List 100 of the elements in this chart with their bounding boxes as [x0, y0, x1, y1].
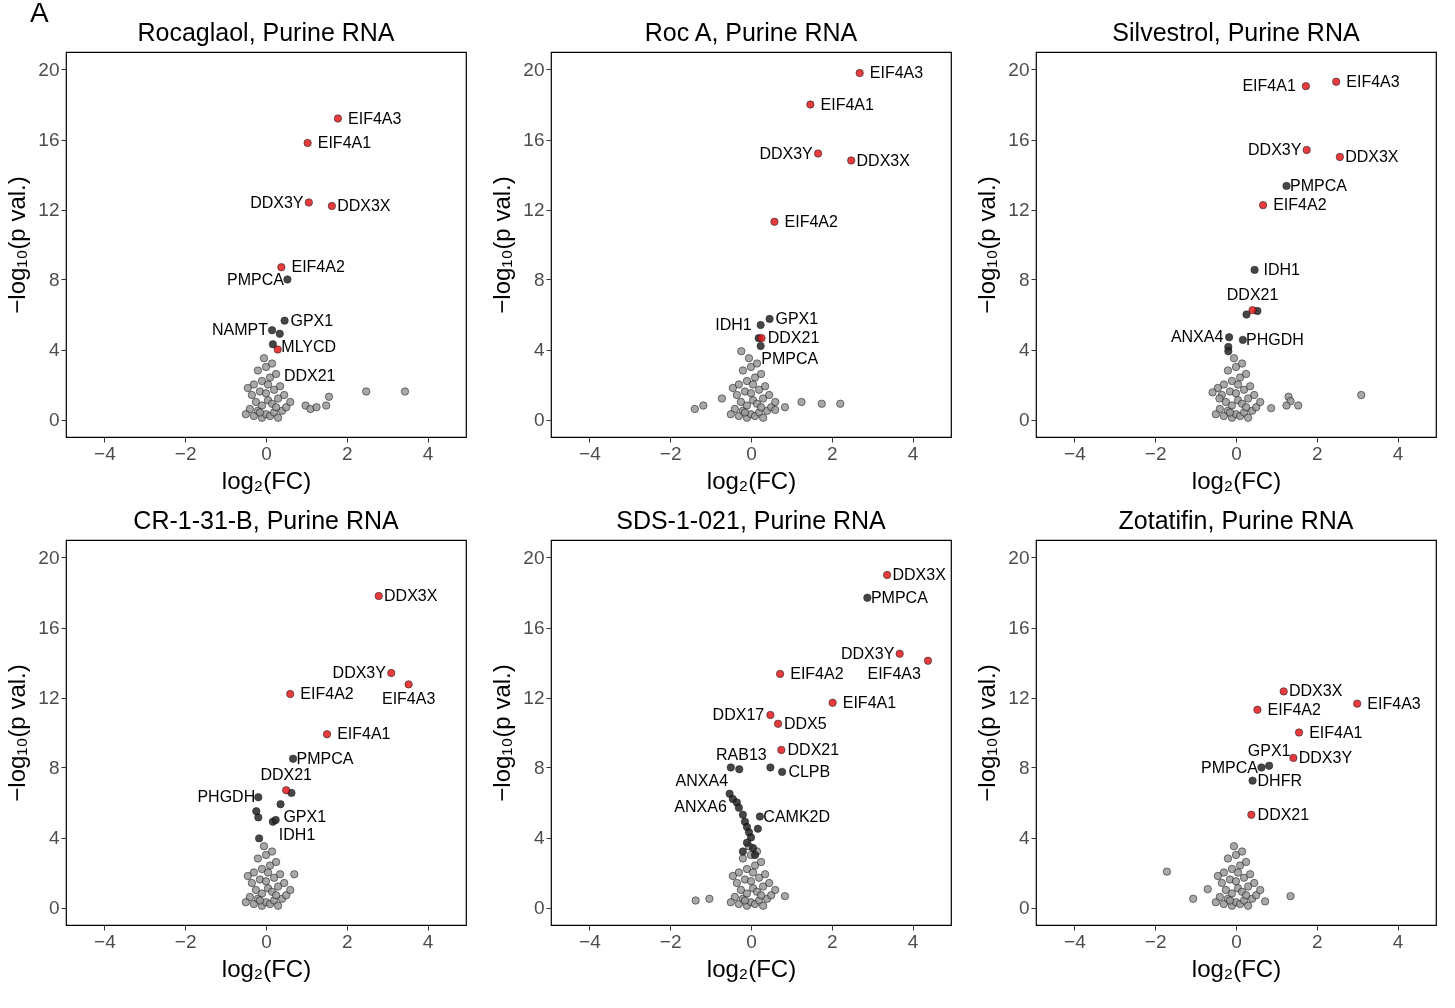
annotation: DDX3Y	[1248, 141, 1302, 158]
y-axis-title: −log₁₀(p val.)	[973, 176, 1001, 314]
x-tick-label: 0	[746, 442, 757, 464]
annotation: GPX1	[290, 311, 334, 329]
x-axis-title: log₂(FC)	[221, 954, 312, 982]
x-tick-label: −2	[1144, 930, 1167, 952]
x-tick-label: 0	[261, 930, 272, 952]
y-tick-label: 20	[1008, 547, 1030, 568]
annotation: ANXA4	[1170, 328, 1224, 346]
y-tick-label: 0	[1018, 897, 1030, 918]
y-tick-label: 12	[1008, 199, 1030, 220]
annotation: ANXA6	[674, 797, 727, 815]
x-tick-label: −2	[1144, 442, 1167, 464]
annotation: EIF4A2	[784, 212, 839, 230]
x-axis-title: log₂(FC)	[221, 466, 312, 494]
x-tick-label: 0	[261, 442, 272, 464]
annotation: EIF4A1	[337, 725, 391, 743]
annotation: PHGDH	[197, 788, 256, 806]
annotation: DHFR	[1257, 771, 1302, 789]
y-tick-label: 0	[533, 897, 545, 918]
x-tick-label: 2	[827, 442, 838, 464]
x-tick-label: −4	[94, 442, 117, 464]
y-tick-label: 20	[38, 547, 60, 568]
chart-title: CR-1-31-B, Purine RNA	[133, 506, 399, 534]
y-tick-label: 8	[533, 269, 545, 290]
y-tick-label: 20	[523, 59, 545, 80]
y-axis-title: −log₁₀(p val.)	[488, 176, 516, 314]
annotation: EIF4A3	[381, 690, 436, 708]
y-tick-label: 4	[1018, 827, 1030, 848]
y-tick-label: 12	[1008, 687, 1030, 708]
x-tick-label: 4	[907, 930, 919, 952]
x-tick-label: 2	[827, 930, 838, 952]
annotation: GPX1	[1247, 741, 1291, 759]
y-axis-title: −log₁₀(p val.)	[3, 664, 31, 802]
annotation: EIF4A1	[1309, 723, 1363, 741]
x-tick-label: 0	[1231, 930, 1242, 952]
annotation: DDX3Y	[250, 193, 304, 211]
annotation: GPX1	[283, 808, 327, 826]
y-tick-label: 20	[38, 59, 60, 80]
x-tick-label: 2	[342, 930, 353, 952]
chart-title: Roc A, Purine RNA	[644, 18, 858, 46]
annotation: DDX5	[783, 714, 827, 732]
y-axis-title: −log₁₀(p val.)	[973, 664, 1001, 802]
annotation: NAMPT	[212, 321, 269, 339]
text: A	[30, 0, 49, 28]
annotation: CLPB	[788, 762, 831, 780]
y-tick-label: 0	[533, 409, 545, 430]
annotation: EIF4A3	[867, 664, 921, 682]
y-tick-label: 4	[48, 827, 60, 848]
y-tick-label: 8	[533, 757, 545, 778]
y-tick-label: 20	[1008, 59, 1030, 80]
x-tick-label: 2	[342, 442, 353, 464]
y-tick-label: 16	[38, 617, 60, 638]
x-tick-label: −4	[579, 930, 602, 952]
x-tick-label: 4	[1392, 442, 1404, 464]
annotation: DDX3X	[1345, 148, 1399, 165]
annotation: EIF4A2	[300, 685, 354, 702]
x-tick-label: −2	[174, 930, 197, 952]
annotation: EIF4A3	[1367, 694, 1421, 712]
x-tick-label: −4	[1064, 930, 1087, 952]
x-tick-label: −2	[174, 442, 197, 464]
annotation: PMPCA	[1290, 176, 1348, 194]
x-tick-label: 4	[422, 930, 434, 952]
annotation: EIF4A1	[1242, 77, 1296, 95]
x-tick-label: −4	[94, 930, 117, 952]
y-tick-label: 0	[1018, 409, 1030, 430]
y-tick-label: 4	[533, 339, 545, 360]
annotation: PMPCA	[296, 749, 354, 767]
annotation: DDX3X	[337, 197, 391, 214]
annotation: EIF4A1	[842, 693, 897, 711]
annotation: EIF4A3	[348, 109, 402, 127]
x-tick-label: 2	[1312, 442, 1323, 464]
annotation: EIF4A2	[1267, 700, 1321, 718]
y-tick-label: 4	[533, 827, 545, 848]
x-axis-title: log₂(FC)	[706, 466, 797, 494]
y-tick-label: 8	[1018, 269, 1030, 290]
x-tick-label: 0	[1231, 442, 1242, 464]
annotation: DDX3X	[384, 587, 438, 604]
y-tick-label: 20	[523, 547, 545, 568]
y-tick-label: 12	[523, 687, 545, 708]
annotation: DDX17	[712, 706, 765, 723]
annotation: EIF4A3	[869, 64, 924, 81]
annotation: IDH1	[715, 316, 752, 333]
annotation: EIF4A2	[790, 664, 844, 682]
x-axis-title: log₂(FC)	[1191, 954, 1282, 982]
chart-title: Silvestrol, Purine RNA	[1112, 18, 1360, 46]
y-axis-title: −log₁₀(p val.)	[3, 176, 31, 314]
annotation: CAMK2D	[763, 807, 831, 825]
annotation: PMPCA	[870, 588, 929, 606]
annotation: PHGDH	[1245, 330, 1304, 348]
x-tick-label: 2	[1312, 930, 1323, 952]
annotation: DDX21	[260, 766, 313, 784]
y-tick-label: 8	[48, 757, 60, 778]
annotation: RAB13	[716, 745, 767, 763]
y-tick-label: 12	[523, 199, 545, 220]
annotation: EIF4A1	[317, 134, 372, 151]
annotation: PMPCA	[226, 270, 285, 288]
y-tick-label: 0	[48, 897, 60, 918]
annotation: EIF4A2	[1273, 196, 1327, 214]
y-tick-label: 16	[1008, 129, 1030, 150]
